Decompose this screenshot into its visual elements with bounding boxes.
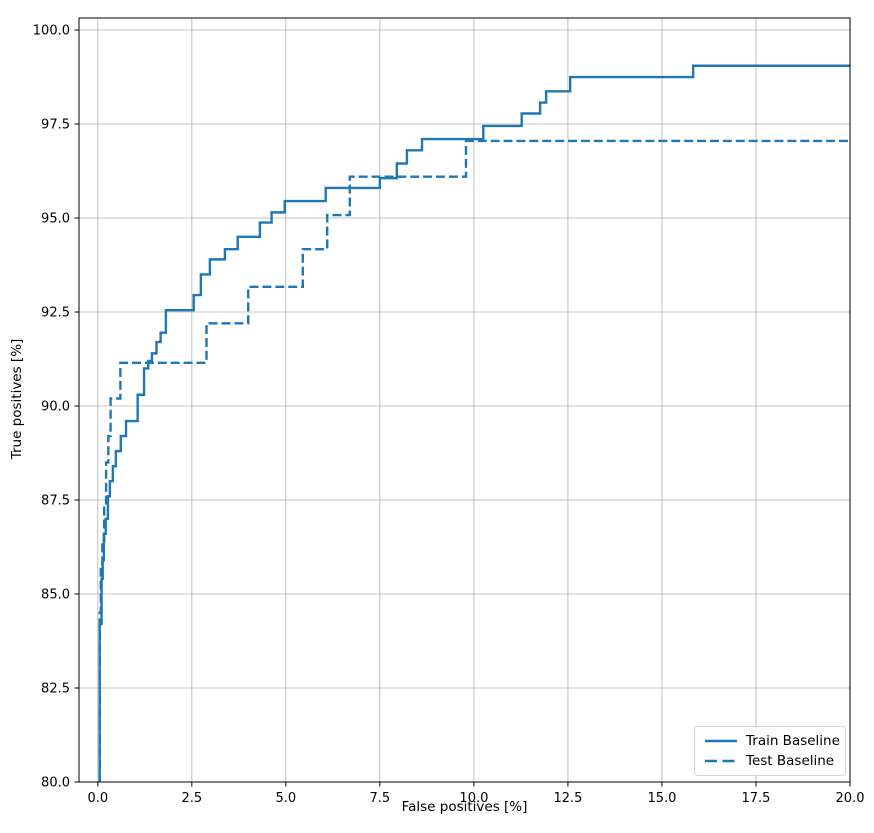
x-tick-label: 5.0 — [276, 791, 297, 806]
y-tick-label: 90.0 — [41, 400, 70, 415]
series-line-train — [98, 64, 850, 782]
y-tick-label: 92.5 — [41, 306, 70, 321]
x-tick-label: 15.0 — [647, 791, 676, 806]
x-tick-label: 17.5 — [741, 791, 770, 806]
x-tick-label: 7.5 — [370, 791, 391, 806]
legend: Train Baseline Test Baseline — [694, 726, 846, 776]
x-tick-label: 12.5 — [553, 791, 582, 806]
y-tick-label: 97.5 — [41, 118, 70, 133]
legend-item-test: Test Baseline — [704, 753, 835, 769]
y-tick-label: 82.5 — [41, 682, 70, 697]
axes-spines — [78, 17, 851, 783]
y-axis-label: True positives [%] — [9, 338, 25, 460]
y-tick-label: 85.0 — [41, 588, 70, 603]
train-line-sample-icon — [705, 739, 737, 743]
x-tick-label: 2.5 — [181, 791, 202, 806]
x-axis-label: False positives [%] — [401, 799, 528, 815]
legend-label-train: Train Baseline — [746, 733, 840, 749]
y-tick-label: 95.0 — [41, 212, 70, 227]
legend-item-train: Train Baseline — [704, 733, 840, 749]
grid-lines — [79, 18, 851, 783]
tick-labels: 0.0 2.5 5.0 7.5 10.0 12.5 15.0 17.5 20.0 80.0 82.5… — [33, 24, 865, 806]
legend-label-test: Test Baseline — [746, 753, 835, 769]
tick-marks — [74, 29, 851, 787]
series-line-test — [98, 139, 850, 782]
test-line-sample-icon — [705, 759, 737, 763]
y-tick-label: 80.0 — [41, 776, 70, 791]
x-tick-label: 10.0 — [459, 791, 488, 806]
y-tick-label: 100.0 — [33, 24, 70, 39]
x-tick-label: 0.0 — [87, 791, 108, 806]
x-tick-label: 20.0 — [836, 791, 865, 806]
y-tick-label: 87.5 — [41, 494, 70, 509]
